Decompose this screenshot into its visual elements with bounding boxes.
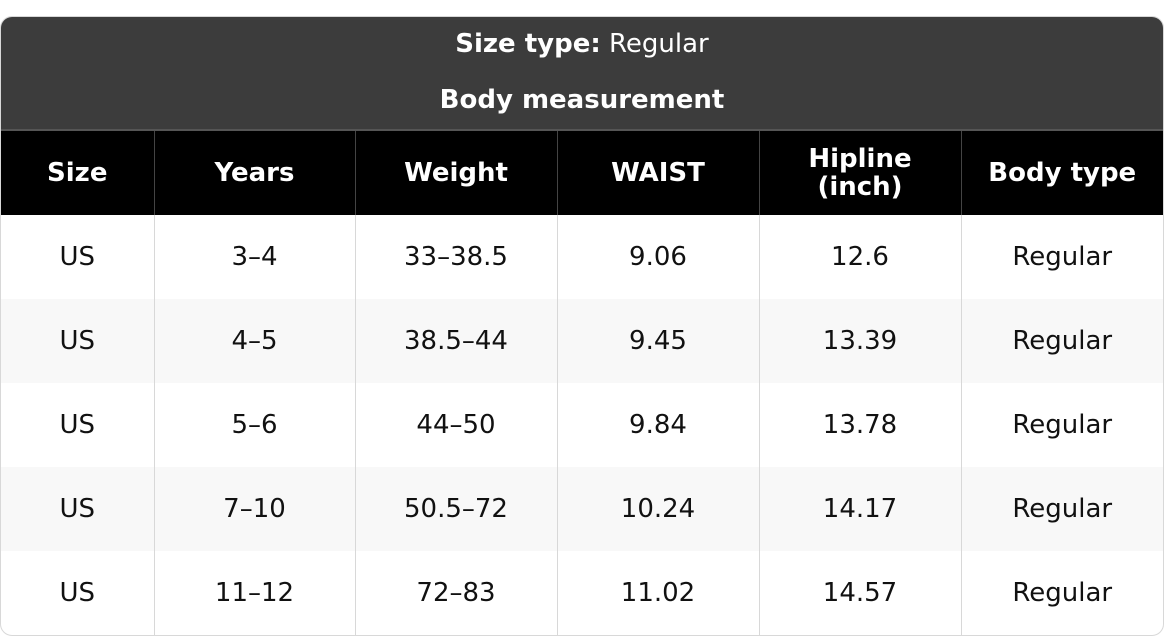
table-cell: Regular: [960, 383, 1163, 467]
table-cell: 9.45: [556, 299, 759, 383]
column-header: Years: [153, 131, 355, 215]
column-header: WAIST: [556, 131, 759, 215]
table-cell: Regular: [960, 467, 1163, 551]
column-header-text: Hipline (inch): [808, 144, 912, 202]
table-header: Size type: Regular Body measurement: [1, 17, 1163, 131]
table-cell: 13.39: [758, 299, 961, 383]
table-row: US 7–10 50.5–72 10.24 14.17 Regular: [1, 467, 1163, 551]
column-header: Size: [1, 131, 154, 215]
column-header-text: Body type: [988, 158, 1137, 188]
column-header-text: Weight: [404, 158, 508, 188]
table-cell: 44–50: [354, 383, 557, 467]
table-cell: 33–38.5: [354, 215, 557, 299]
table-cell: 72–83: [354, 551, 557, 635]
table-body: US 3–4 33–38.5 9.06 12.6 Regular US 4–5 38.5–44 9…: [1, 215, 1163, 635]
table-cell: 38.5–44: [354, 299, 557, 383]
table-cell: 7–10: [153, 467, 355, 551]
table-cell: 50.5–72: [354, 467, 557, 551]
size-chart-card: Size type: Regular Body measurement Size…: [0, 16, 1164, 636]
table-cell: 9.84: [556, 383, 759, 467]
column-header: Hipline (inch): [758, 131, 961, 215]
column-header: Weight: [354, 131, 557, 215]
table-cell: US: [59, 410, 96, 440]
table-cell: 5–6: [153, 383, 355, 467]
size-type-value: Regular: [609, 29, 709, 59]
table-cell: Regular: [960, 215, 1163, 299]
table-row: US 3–4 33–38.5 9.06 12.6 Regular: [1, 215, 1163, 299]
table-row: US 11–12 72–83 11.02 14.57 Regular: [1, 551, 1163, 635]
column-header: Body type: [960, 131, 1163, 215]
table-cell: 4–5: [153, 299, 355, 383]
column-header-text: WAIST: [611, 158, 705, 188]
table-title: Body measurement: [1, 73, 1163, 131]
table-cell: Regular: [960, 551, 1163, 635]
table-cell: 12.6: [758, 215, 961, 299]
table-row: US 5–6 44–50 9.84 13.78 Regular: [1, 383, 1163, 467]
table-cell: 10.24: [556, 467, 759, 551]
column-header-text: Size: [47, 158, 108, 188]
column-header-text: Years: [214, 158, 295, 188]
size-type: Size type: Regular: [1, 17, 1163, 73]
table-cell: 11–12: [153, 551, 355, 635]
table-cell: US: [59, 578, 96, 608]
size-table: Size Years Weight WAIST Hipline (inch) Body t…: [1, 131, 1163, 635]
table-cell: 13.78: [758, 383, 961, 467]
table-cell: 3–4: [153, 215, 355, 299]
table-cell: Regular: [960, 299, 1163, 383]
table-cell: 11.02: [556, 551, 759, 635]
size-type-label: Size type:: [455, 29, 601, 59]
table-cell: 14.57: [758, 551, 961, 635]
table-cell: 14.17: [758, 467, 961, 551]
table-cell: US: [1, 467, 154, 551]
table-cell: US: [1, 299, 154, 383]
table-cell: US: [59, 242, 96, 272]
header-row: Size Years Weight WAIST Hipline (inch) Body t…: [1, 131, 1163, 215]
table-row: US 4–5 38.5–44 9.45 13.39 Regular: [1, 299, 1163, 383]
table-cell: 9.06: [556, 215, 759, 299]
